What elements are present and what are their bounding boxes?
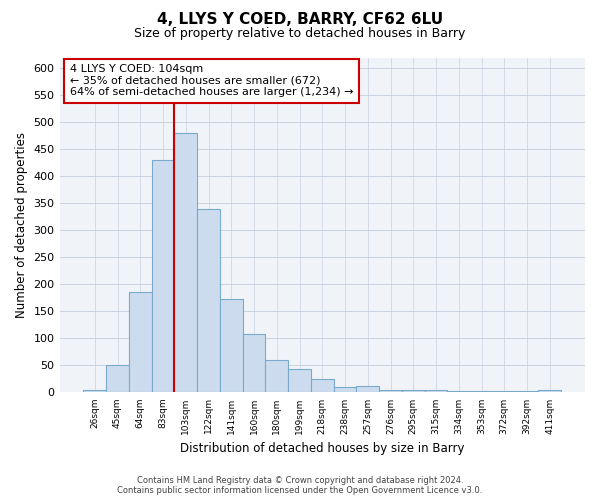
Text: Size of property relative to detached houses in Barry: Size of property relative to detached ho… bbox=[134, 28, 466, 40]
Bar bbox=[129, 292, 152, 392]
Bar bbox=[379, 390, 402, 392]
Bar bbox=[311, 379, 334, 392]
Text: 4, LLYS Y COED, BARRY, CF62 6LU: 4, LLYS Y COED, BARRY, CF62 6LU bbox=[157, 12, 443, 28]
Bar bbox=[220, 299, 242, 392]
Bar bbox=[538, 390, 561, 392]
Bar bbox=[288, 368, 311, 392]
Bar bbox=[106, 366, 129, 392]
Bar bbox=[152, 160, 175, 392]
Text: 4 LLYS Y COED: 104sqm
← 35% of detached houses are smaller (672)
64% of semi-det: 4 LLYS Y COED: 104sqm ← 35% of detached … bbox=[70, 64, 353, 98]
Bar bbox=[83, 390, 106, 392]
Bar bbox=[425, 390, 448, 392]
Bar bbox=[175, 133, 197, 392]
Bar bbox=[334, 387, 356, 392]
Y-axis label: Number of detached properties: Number of detached properties bbox=[15, 132, 28, 318]
Bar bbox=[402, 390, 425, 392]
Bar bbox=[197, 209, 220, 392]
Bar bbox=[356, 386, 379, 392]
Text: Contains HM Land Registry data © Crown copyright and database right 2024.
Contai: Contains HM Land Registry data © Crown c… bbox=[118, 476, 482, 495]
Bar bbox=[265, 360, 288, 392]
Bar bbox=[448, 391, 470, 392]
Bar bbox=[242, 334, 265, 392]
X-axis label: Distribution of detached houses by size in Barry: Distribution of detached houses by size … bbox=[180, 442, 464, 455]
